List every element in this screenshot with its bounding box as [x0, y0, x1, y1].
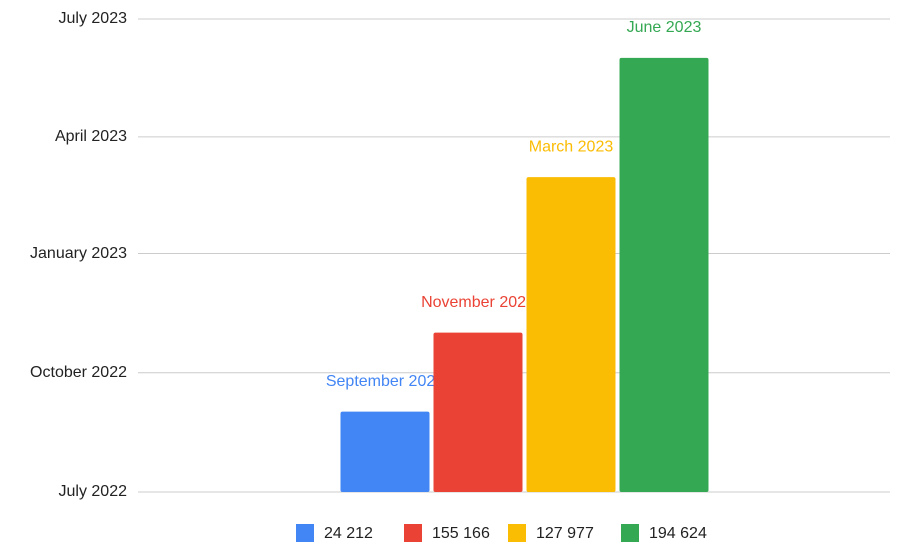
legend-swatch	[296, 524, 314, 542]
value-label: March 2023	[529, 138, 614, 155]
bar	[340, 411, 430, 492]
bar	[619, 57, 709, 493]
value-label: November 2022	[421, 294, 535, 311]
legend-label: 155 166	[432, 525, 490, 542]
y-tick-label: July 2023	[59, 10, 128, 27]
y-tick-label: October 2022	[30, 364, 127, 381]
y-tick-label: July 2022	[59, 483, 128, 500]
y-tick-label: January 2023	[30, 245, 127, 262]
y-tick-label: April 2023	[55, 128, 127, 145]
legend-label: 127 977	[536, 525, 594, 542]
bar	[433, 332, 523, 492]
value-label: June 2023	[627, 19, 702, 36]
legend-label: 194 624	[649, 525, 707, 542]
legend-swatch	[404, 524, 422, 542]
legend-swatch	[621, 524, 639, 542]
value-label: September 2022	[326, 373, 444, 390]
legend-swatch	[508, 524, 526, 542]
bar	[526, 177, 616, 492]
legend-label: 24 212	[324, 525, 373, 542]
